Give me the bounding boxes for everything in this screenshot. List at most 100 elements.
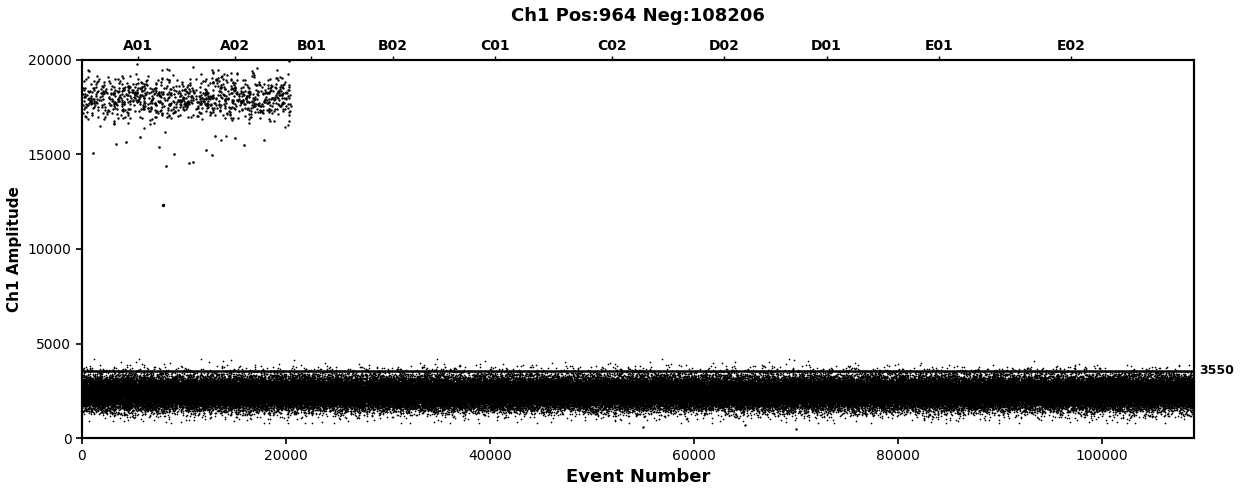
Point: [673, 403, 693, 411]
Point: [894, 380, 914, 388]
Point: [981, 393, 1001, 401]
Point: [517, 398, 537, 406]
Point: [951, 383, 971, 391]
Point: [864, 374, 884, 382]
Point: [254, 394, 274, 402]
Point: [506, 393, 526, 401]
Point: [529, 391, 549, 399]
Point: [966, 387, 986, 394]
Point: [361, 400, 381, 408]
Point: [1050, 387, 1070, 395]
Point: [986, 396, 1006, 404]
Point: [532, 391, 552, 399]
Point: [522, 398, 542, 406]
Point: [1085, 389, 1105, 397]
Point: [977, 384, 997, 391]
Point: [177, 402, 197, 410]
Point: [889, 382, 909, 389]
Point: [630, 385, 650, 393]
Point: [642, 387, 662, 395]
Point: [358, 374, 378, 382]
Point: [346, 387, 366, 394]
Point: [141, 394, 161, 402]
Point: [903, 376, 923, 384]
Point: [425, 378, 445, 386]
Point: [453, 389, 472, 397]
Point: [972, 391, 992, 399]
Point: [99, 380, 119, 387]
Point: [904, 392, 924, 400]
Point: [319, 380, 339, 388]
Point: [360, 386, 379, 393]
Point: [402, 388, 422, 396]
Point: [197, 388, 217, 396]
Point: [1141, 377, 1161, 385]
Point: [370, 410, 389, 418]
Point: [408, 396, 428, 404]
Point: [724, 393, 744, 401]
Point: [278, 379, 298, 387]
Point: [455, 388, 475, 396]
Point: [942, 392, 962, 400]
Point: [901, 406, 921, 414]
Point: [355, 393, 374, 401]
Point: [990, 397, 1009, 405]
Point: [197, 394, 217, 402]
Point: [758, 393, 777, 401]
Point: [195, 383, 215, 391]
Point: [1014, 386, 1034, 394]
Point: [1097, 385, 1117, 392]
Point: [86, 399, 105, 407]
Point: [1164, 383, 1184, 391]
Point: [115, 410, 135, 418]
Point: [981, 394, 1001, 402]
Point: [124, 377, 144, 385]
Point: [672, 391, 692, 399]
Point: [503, 381, 523, 389]
Point: [916, 384, 936, 392]
Point: [264, 397, 284, 405]
Point: [84, 383, 104, 390]
Point: [585, 375, 605, 383]
Point: [274, 386, 294, 394]
Point: [494, 400, 513, 408]
Point: [718, 401, 738, 409]
Point: [976, 393, 996, 401]
Point: [986, 391, 1006, 399]
Point: [399, 400, 419, 408]
Point: [1122, 383, 1142, 391]
Point: [298, 409, 317, 417]
Point: [1003, 392, 1023, 400]
Point: [393, 373, 413, 381]
Point: [549, 383, 569, 391]
Point: [1161, 391, 1180, 399]
Point: [755, 391, 775, 399]
Point: [573, 403, 593, 411]
Point: [804, 388, 823, 396]
Point: [1075, 384, 1095, 392]
Point: [269, 393, 289, 401]
Point: [139, 387, 159, 395]
Point: [911, 383, 931, 390]
Point: [211, 380, 231, 387]
Point: [347, 401, 367, 409]
Point: [1114, 407, 1133, 415]
Point: [326, 386, 346, 394]
Point: [682, 383, 702, 390]
Point: [837, 395, 857, 403]
Point: [494, 392, 513, 400]
Point: [73, 396, 93, 404]
Point: [618, 389, 637, 397]
Point: [429, 400, 449, 408]
Point: [887, 371, 906, 379]
Point: [782, 384, 802, 391]
Point: [946, 402, 966, 410]
Point: [1184, 397, 1204, 405]
Point: [563, 398, 583, 406]
Point: [982, 397, 1002, 405]
Point: [769, 384, 789, 391]
Point: [730, 387, 750, 395]
Point: [402, 376, 422, 384]
Point: [290, 390, 310, 398]
Point: [671, 395, 691, 403]
